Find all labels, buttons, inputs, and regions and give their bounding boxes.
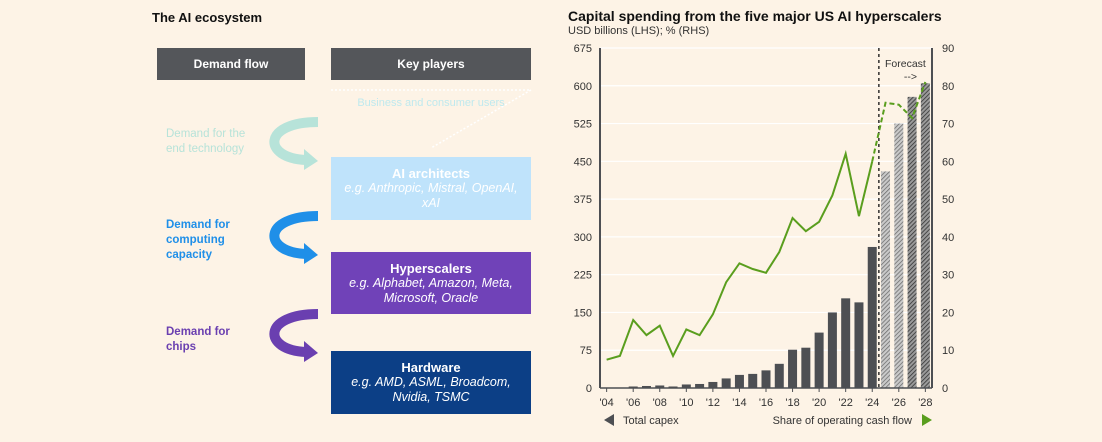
player-examples: e.g. Anthropic, Mistral, OpenAI, xAI xyxy=(344,181,518,210)
bar-2028 xyxy=(920,83,930,388)
legend-total-capex: Total capex xyxy=(623,415,679,427)
chart-subtitle: USD billions (LHS); % (RHS) xyxy=(568,25,710,37)
bar-2013 xyxy=(721,378,731,388)
demand-flow-header: Demand flow xyxy=(157,48,305,80)
right-axis-tick-label: 60 xyxy=(942,156,954,168)
flow-label-computing-capacity: Demand for computing capacity xyxy=(166,219,230,261)
bar-2015 xyxy=(748,373,758,388)
bar-2017 xyxy=(774,363,784,388)
x-tick-label: '26 xyxy=(892,397,906,409)
player-name: Hyperscalers xyxy=(390,260,472,276)
bar-2026 xyxy=(894,123,904,389)
chart-title: Capital spending from the five major US … xyxy=(568,8,942,24)
x-tick-label: '22 xyxy=(839,397,853,409)
player-examples: e.g. Alphabet, Amazon, Meta, Microsoft, … xyxy=(349,275,513,305)
x-tick-label: '24 xyxy=(865,397,879,409)
users-label: Business and consumer users xyxy=(357,97,505,109)
right-axis-tick-label: 80 xyxy=(942,81,954,93)
bar-2021 xyxy=(827,312,837,388)
player-box-hyperscalers: Hyperscalers e.g. Alphabet, Amazon, Meta… xyxy=(331,252,531,314)
bar-2008 xyxy=(655,385,665,388)
right-axis-tick-label: 10 xyxy=(942,345,954,357)
bar-2016 xyxy=(761,370,771,388)
bar-2025 xyxy=(881,171,891,388)
bar-2006 xyxy=(628,386,638,388)
flow-label-end-technology: Demand for the end technology xyxy=(166,128,246,155)
player-box-hardware: Hardware e.g. AMD, ASML, Broadcom, Nvidi… xyxy=(331,351,531,414)
bar-2011 xyxy=(695,383,705,388)
diagram-graphics xyxy=(269,89,534,362)
bar-2019 xyxy=(801,347,811,388)
curved-arrow-icon-end-tech xyxy=(269,117,319,170)
bar-2009 xyxy=(668,386,678,388)
left-axis-tick-label: 225 xyxy=(574,270,592,282)
left-axis-tick-label: 300 xyxy=(574,232,592,244)
x-tick-label: '14 xyxy=(732,397,746,409)
right-axis-tick-label: 0 xyxy=(942,383,948,395)
left-axis-tick-label: 150 xyxy=(574,307,592,319)
bar-2027 xyxy=(907,96,917,389)
curved-arrow-icon-chips xyxy=(269,309,319,362)
diagram-title: The AI ecosystem xyxy=(152,10,263,25)
x-tick-label: '08 xyxy=(653,397,667,409)
player-name: AI architects xyxy=(391,166,471,181)
right-axis-tick-label: 20 xyxy=(942,307,954,319)
left-axis-tick-label: 450 xyxy=(574,156,592,168)
key-players-header: Key players xyxy=(331,48,531,80)
left-axis-tick-label: 675 xyxy=(574,43,592,55)
right-axis-tick-label: 30 xyxy=(942,270,954,282)
player-name: Hardware xyxy=(401,360,461,375)
left-axis-tick-label: 75 xyxy=(580,345,592,357)
x-tick-label: '04 xyxy=(599,397,613,409)
bar-2022 xyxy=(841,298,851,388)
x-tick-label: '18 xyxy=(785,397,799,409)
right-axis-tick-label: 90 xyxy=(942,43,954,55)
left-axis-tick-label: 525 xyxy=(574,119,592,131)
users-funnel-triangle xyxy=(331,89,534,149)
x-tick-label: '06 xyxy=(626,397,640,409)
bar-2014 xyxy=(734,374,744,388)
x-tick-label: '16 xyxy=(759,397,773,409)
legend-left-triangle-icon xyxy=(604,414,614,426)
bar-2024 xyxy=(867,246,877,388)
bar-2023 xyxy=(854,302,864,388)
curved-arrow-icon-computing xyxy=(269,211,319,264)
flow-label-chips: Demand for chips xyxy=(166,326,230,353)
x-tick-label: '12 xyxy=(706,397,720,409)
forecast-arrow-icon: --> xyxy=(904,71,917,83)
x-tick-label: '20 xyxy=(812,397,826,409)
bar-2010 xyxy=(681,384,691,388)
left-axis-tick-label: 600 xyxy=(574,81,592,93)
bar-2020 xyxy=(814,332,824,388)
bar-2018 xyxy=(788,349,798,388)
left-axis-tick-label: 0 xyxy=(586,383,592,395)
x-tick-label: '10 xyxy=(679,397,693,409)
legend-right-triangle-icon xyxy=(922,414,932,426)
legend-share-ocf: Share of operating cash flow xyxy=(773,415,912,427)
right-axis-tick-label: 40 xyxy=(942,232,954,244)
bar-2007 xyxy=(641,385,651,388)
forecast-label: Forecast xyxy=(885,58,926,70)
right-axis-tick-label: 50 xyxy=(942,194,954,206)
player-box-ai-architects: AI architects e.g. Anthropic, Mistral, O… xyxy=(331,157,531,220)
player-examples: e.g. AMD, ASML, Broadcom, Nvidia, TSMC xyxy=(351,375,511,404)
x-tick-label: '28 xyxy=(918,397,932,409)
right-axis-tick-label: 70 xyxy=(942,119,954,131)
left-axis-tick-label: 375 xyxy=(574,194,592,206)
bar-2012 xyxy=(708,381,718,388)
